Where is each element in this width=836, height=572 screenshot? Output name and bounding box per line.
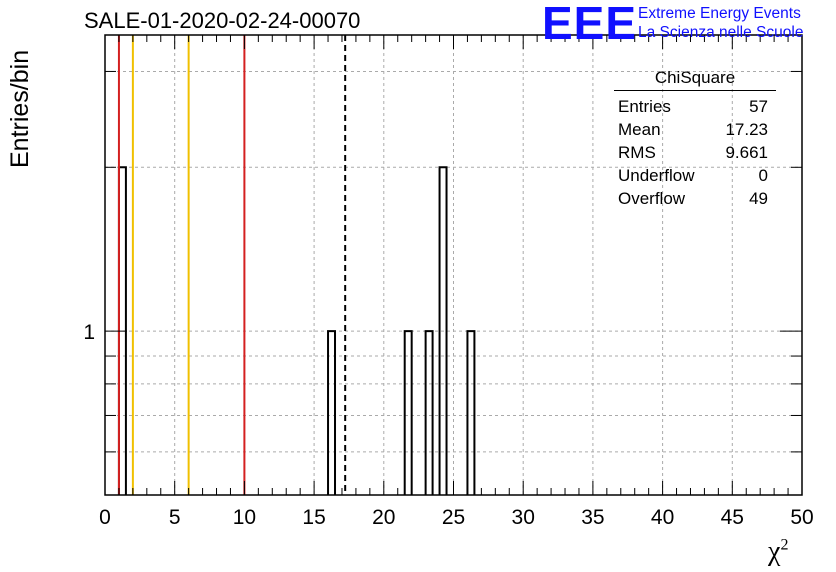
stats-label: Overflow [618,189,686,208]
stats-value: 49 [749,189,768,208]
x-tick-labels: 0 5 10 15 20 25 30 35 40 45 50 [99,506,814,529]
reference-lines [117,35,347,495]
x-tick-label: 10 [233,506,256,529]
x-tick-label: 15 [302,506,325,529]
logo-line-2: La Scienza nelle Scuole [638,24,804,41]
stats-row-entries: Entries 57 [610,95,780,118]
stats-label: RMS [618,143,656,162]
x-tick-label: 50 [790,506,813,529]
x-tick-label: 30 [512,506,535,529]
stats-value: 9.661 [725,143,768,162]
stats-value: 0 [758,166,768,185]
x-tick-label: 35 [581,506,604,529]
x-tick-label: 0 [99,506,111,529]
x-tick-label: 40 [651,506,674,529]
stats-title: ChiSquare [614,68,776,91]
stats-row-underflow: Underflow 0 [610,164,780,187]
x-tick-label: 25 [442,506,465,529]
histogram-bin [424,330,434,495]
stats-label: Underflow [618,166,695,185]
x-axis-label: χ2 [768,536,788,568]
y-tick-labels: 1 [83,321,95,344]
histogram-bin [327,330,337,495]
chart-title: SALE-01-2020-02-24-00070 [84,8,361,33]
y-tick-label: 1 [83,321,95,344]
stats-label: Mean [618,120,661,139]
stats-row-overflow: Overflow 49 [610,187,780,210]
logo-line-1: Extreme Energy Events [638,5,801,22]
x-tick-label: 45 [721,506,744,529]
stats-value: 57 [749,97,768,116]
histogram-bin [438,166,448,495]
stats-row-mean: Mean 17.23 [610,118,780,141]
y-axis-label: Entries/bin [6,49,34,169]
x-tick-label: 20 [372,506,395,529]
x-axis-label-base: χ [768,536,781,567]
histogram-bin [466,330,476,495]
stats-box: ChiSquare Entries 57 Mean 17.23 RMS 9.661 U… [610,68,780,210]
grid-lines [105,35,802,495]
stats-value: 17.23 [725,120,768,139]
stats-row-rms: RMS 9.661 [610,141,780,164]
eee-logo-text: Extreme Energy Events La Scienza nelle S… [638,4,803,42]
stats-label: Entries [618,97,671,116]
histogram-bin [403,330,413,495]
x-axis-label-superscript: 2 [780,536,789,554]
x-tick-label: 5 [169,506,181,529]
axes [104,34,803,496]
eee-logo: EEE [542,0,638,49]
